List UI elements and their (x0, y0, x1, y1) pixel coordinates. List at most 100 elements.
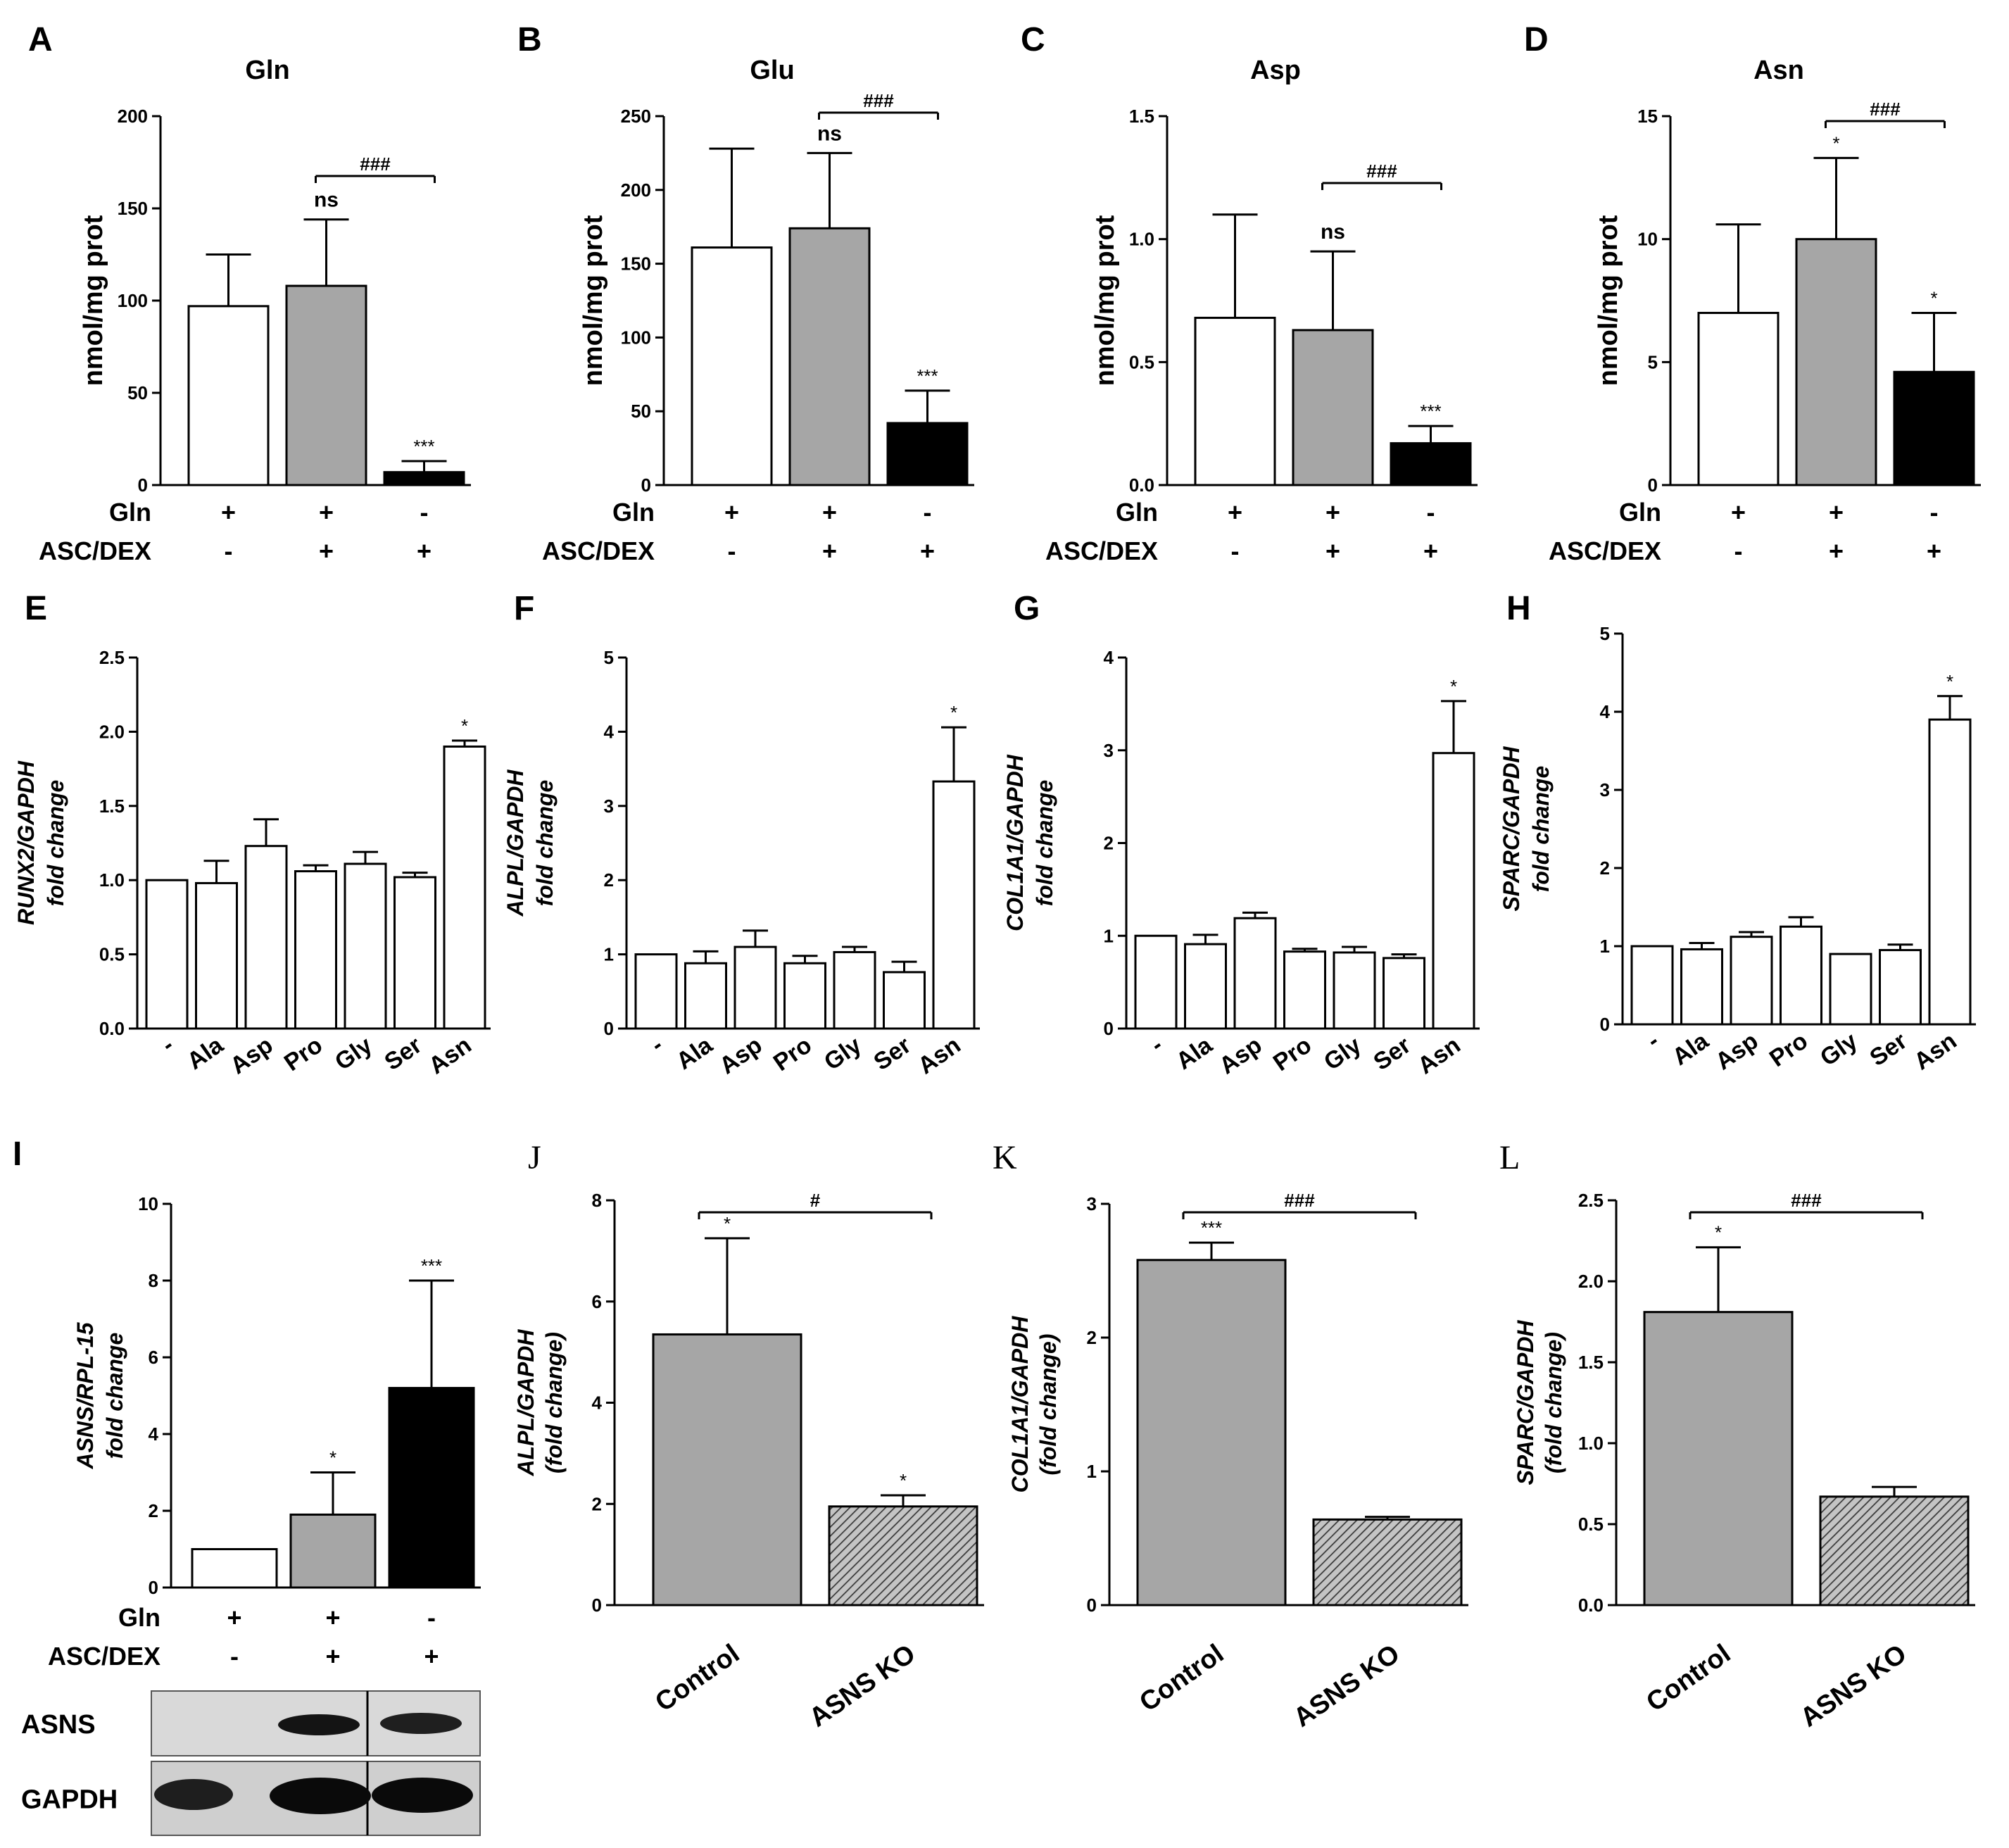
condition-sign: + (1325, 498, 1340, 527)
bracket-label: # (810, 1190, 821, 1211)
condition-sign: + (1829, 498, 1844, 527)
condition-sign: + (1927, 536, 1941, 565)
condition-label: Gln (1619, 498, 1661, 527)
bar (1390, 442, 1472, 486)
y-axis-label: nmol/mg prot (79, 215, 108, 386)
significance-mark: ns (1321, 220, 1345, 244)
y-tick-label: 15 (1637, 106, 1658, 127)
category-label: Gly (330, 1031, 377, 1076)
category-label: Ala (1171, 1031, 1218, 1075)
condition-sign: + (325, 1603, 340, 1632)
y-tick-label: 0.5 (1129, 351, 1154, 372)
y-tick-label: 150 (118, 198, 148, 219)
y-tick-label: 6 (592, 1291, 602, 1312)
category-label: ASNS KO (804, 1639, 921, 1733)
y-tick-label: 5 (1600, 623, 1610, 644)
condition-sign: - (1231, 536, 1240, 565)
panel-letter: I (13, 1136, 22, 1173)
bar (344, 862, 387, 1030)
significance-mark: * (724, 1213, 731, 1234)
category-label: Asp (225, 1031, 277, 1079)
blot-band (380, 1713, 462, 1734)
condition-sign: + (822, 536, 837, 565)
bar (1333, 951, 1376, 1030)
y-tick-label: 6 (149, 1347, 158, 1368)
condition-sign: + (325, 1642, 340, 1671)
condition-label: ASC/DEX (39, 536, 151, 565)
y-tick-label: 2.5 (1578, 1190, 1604, 1211)
y-tick-label: 2.0 (1578, 1271, 1604, 1292)
bar (1136, 1259, 1287, 1607)
y-tick-label: 1.5 (1578, 1352, 1604, 1373)
blot-band (154, 1779, 233, 1810)
significance-mark: *** (917, 365, 938, 386)
bracket-label: ### (1791, 1190, 1822, 1211)
bar (788, 227, 871, 486)
bar (1730, 936, 1773, 1026)
category-label: ASNS KO (1795, 1639, 1912, 1733)
category-label: - (157, 1031, 179, 1058)
condition-label: ASC/DEX (48, 1642, 160, 1671)
category-label: Asp (1214, 1031, 1266, 1079)
y-tick-label: 200 (118, 106, 148, 127)
y-tick-label: 0 (138, 474, 148, 496)
y-tick-label: 0 (1600, 1014, 1610, 1035)
y-axis-label-line2: (fold change) (1035, 1334, 1061, 1476)
panel-letter: B (517, 21, 542, 58)
y-tick-label: 0 (592, 1595, 602, 1616)
bar (634, 953, 678, 1030)
condition-sign: + (1423, 536, 1438, 565)
category-label: Gly (1319, 1031, 1366, 1076)
y-axis-label-line2: fold change (1032, 780, 1057, 907)
bar (1879, 949, 1922, 1026)
condition-sign: + (920, 536, 935, 565)
bar (883, 971, 926, 1030)
significance-mark: *** (413, 436, 434, 457)
condition-sign: - (1734, 536, 1743, 565)
condition-sign: + (1829, 536, 1844, 565)
bracket-label: ### (1870, 99, 1901, 120)
panel-letter: J (528, 1139, 541, 1176)
y-tick-label: 0.5 (1578, 1514, 1604, 1535)
category-label: Asp (1711, 1027, 1763, 1075)
y-tick-label: 4 (592, 1393, 603, 1414)
significance-mark: * (1946, 671, 1953, 692)
significance-mark: ns (314, 189, 339, 212)
y-tick-label: 2 (604, 869, 614, 891)
y-tick-label: 2 (1104, 833, 1114, 854)
y-tick-label: 5 (604, 647, 614, 668)
category-label: Ser (869, 1031, 916, 1076)
y-tick-label: 3 (1104, 740, 1114, 761)
y-tick-label: 5 (1648, 351, 1658, 372)
y-tick-label: 0 (641, 474, 651, 496)
y-axis-label-line2: fold change (1528, 766, 1554, 893)
y-tick-label: 0 (1104, 1018, 1114, 1039)
y-tick-label: 3 (1600, 779, 1610, 800)
category-label: Ala (672, 1031, 718, 1075)
y-tick-label: 10 (1637, 229, 1658, 250)
condition-sign: + (319, 536, 334, 565)
y-axis-label: SPARC/GAPDH (1513, 1320, 1538, 1485)
y-tick-label: 2 (1600, 857, 1610, 879)
y-axis-label: nmol/mg prot (1594, 215, 1623, 386)
bar (1819, 1495, 1970, 1607)
panel-letter: L (1499, 1139, 1520, 1176)
significance-mark: * (1715, 1222, 1722, 1243)
significance-mark: ns (817, 122, 842, 145)
y-tick-label: 0.0 (99, 1018, 125, 1039)
bar (1829, 953, 1872, 1026)
category-label: Control (1134, 1639, 1229, 1718)
condition-sign: + (319, 498, 334, 527)
bar (1432, 752, 1475, 1030)
y-tick-label: 50 (631, 401, 651, 422)
condition-sign: + (227, 1603, 241, 1632)
bar (1780, 925, 1822, 1026)
y-axis-label-line2: fold change (532, 780, 558, 907)
category-label: Pro (1268, 1031, 1316, 1076)
panel-letter: F (514, 590, 534, 627)
y-tick-label: 0.0 (1129, 474, 1154, 496)
y-axis-label: COL1A1/GAPDH (1002, 754, 1028, 931)
y-tick-label: 200 (621, 180, 651, 201)
